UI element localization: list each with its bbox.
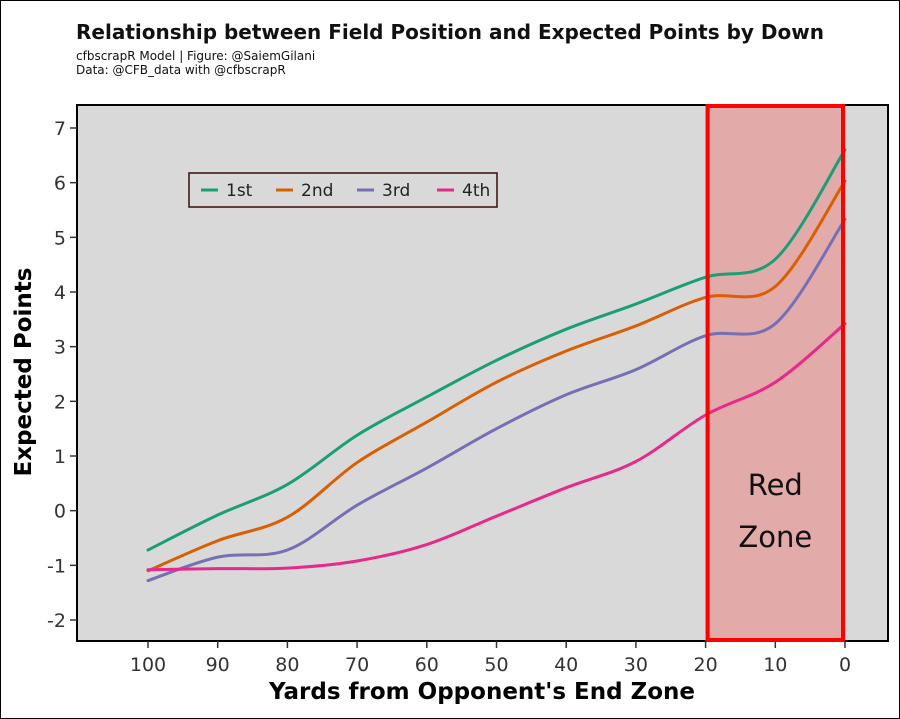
chart-credit-line: cfbscrapR Model | Figure: @SaiemGilani: [76, 49, 316, 63]
y-tick-label: 4: [54, 282, 66, 304]
red-zone-region: [705, 105, 845, 641]
y-tick-label: 1: [54, 446, 66, 468]
red-zone-label-line2: Zone: [738, 520, 812, 554]
y-tick-label: -2: [47, 610, 66, 632]
y-axis: -2 -1 0 1 2 3 4 5 6 7: [47, 118, 77, 632]
x-tick-label: 40: [554, 654, 578, 676]
y-tick-label: 3: [54, 337, 66, 359]
y-tick-label: 6: [54, 173, 66, 195]
legend-label-3rd: 3rd: [382, 181, 410, 201]
legend-label-1st: 1st: [226, 181, 253, 201]
series-line-1st: [146, 148, 847, 552]
series-line-4th: [146, 322, 847, 572]
x-tick-label: 50: [484, 654, 508, 676]
series-line-2nd: [146, 179, 847, 573]
legend-label-4th: 4th: [462, 181, 490, 201]
x-axis: 100 90 80 70 60 50 40 30 20 10 0: [130, 641, 851, 676]
legend: 1st 2nd 3rd 4th: [188, 172, 498, 208]
series-line-3rd: [146, 217, 847, 583]
x-tick-label: 80: [275, 654, 299, 676]
chart-data-line: Data: @CFB_data with @cfbscrapR: [76, 63, 286, 77]
x-tick-label: 20: [694, 654, 718, 676]
legend-label-2nd: 2nd: [301, 181, 333, 201]
x-tick-label: 0: [839, 654, 851, 676]
x-tick-label: 60: [415, 654, 439, 676]
red-zone-label-line1: Red: [748, 468, 803, 502]
chart-title: Relationship between Field Position and …: [76, 20, 824, 44]
y-tick-label: -1: [47, 555, 66, 577]
series-layer: [146, 148, 847, 583]
y-tick-label: 7: [54, 118, 66, 140]
y-tick-label: 5: [54, 227, 66, 249]
x-axis-title: Yards from Opponent's End Zone: [268, 679, 695, 705]
x-tick-label: 30: [624, 654, 648, 676]
y-axis-title: Expected Points: [11, 268, 37, 477]
red-zone-border: [705, 104, 845, 642]
x-tick-label: 100: [130, 654, 166, 676]
y-tick-label: 2: [54, 391, 66, 413]
x-tick-label: 90: [206, 654, 230, 676]
x-tick-label: 70: [345, 654, 369, 676]
x-tick-label: 10: [763, 654, 787, 676]
y-tick-label: 0: [54, 501, 66, 523]
